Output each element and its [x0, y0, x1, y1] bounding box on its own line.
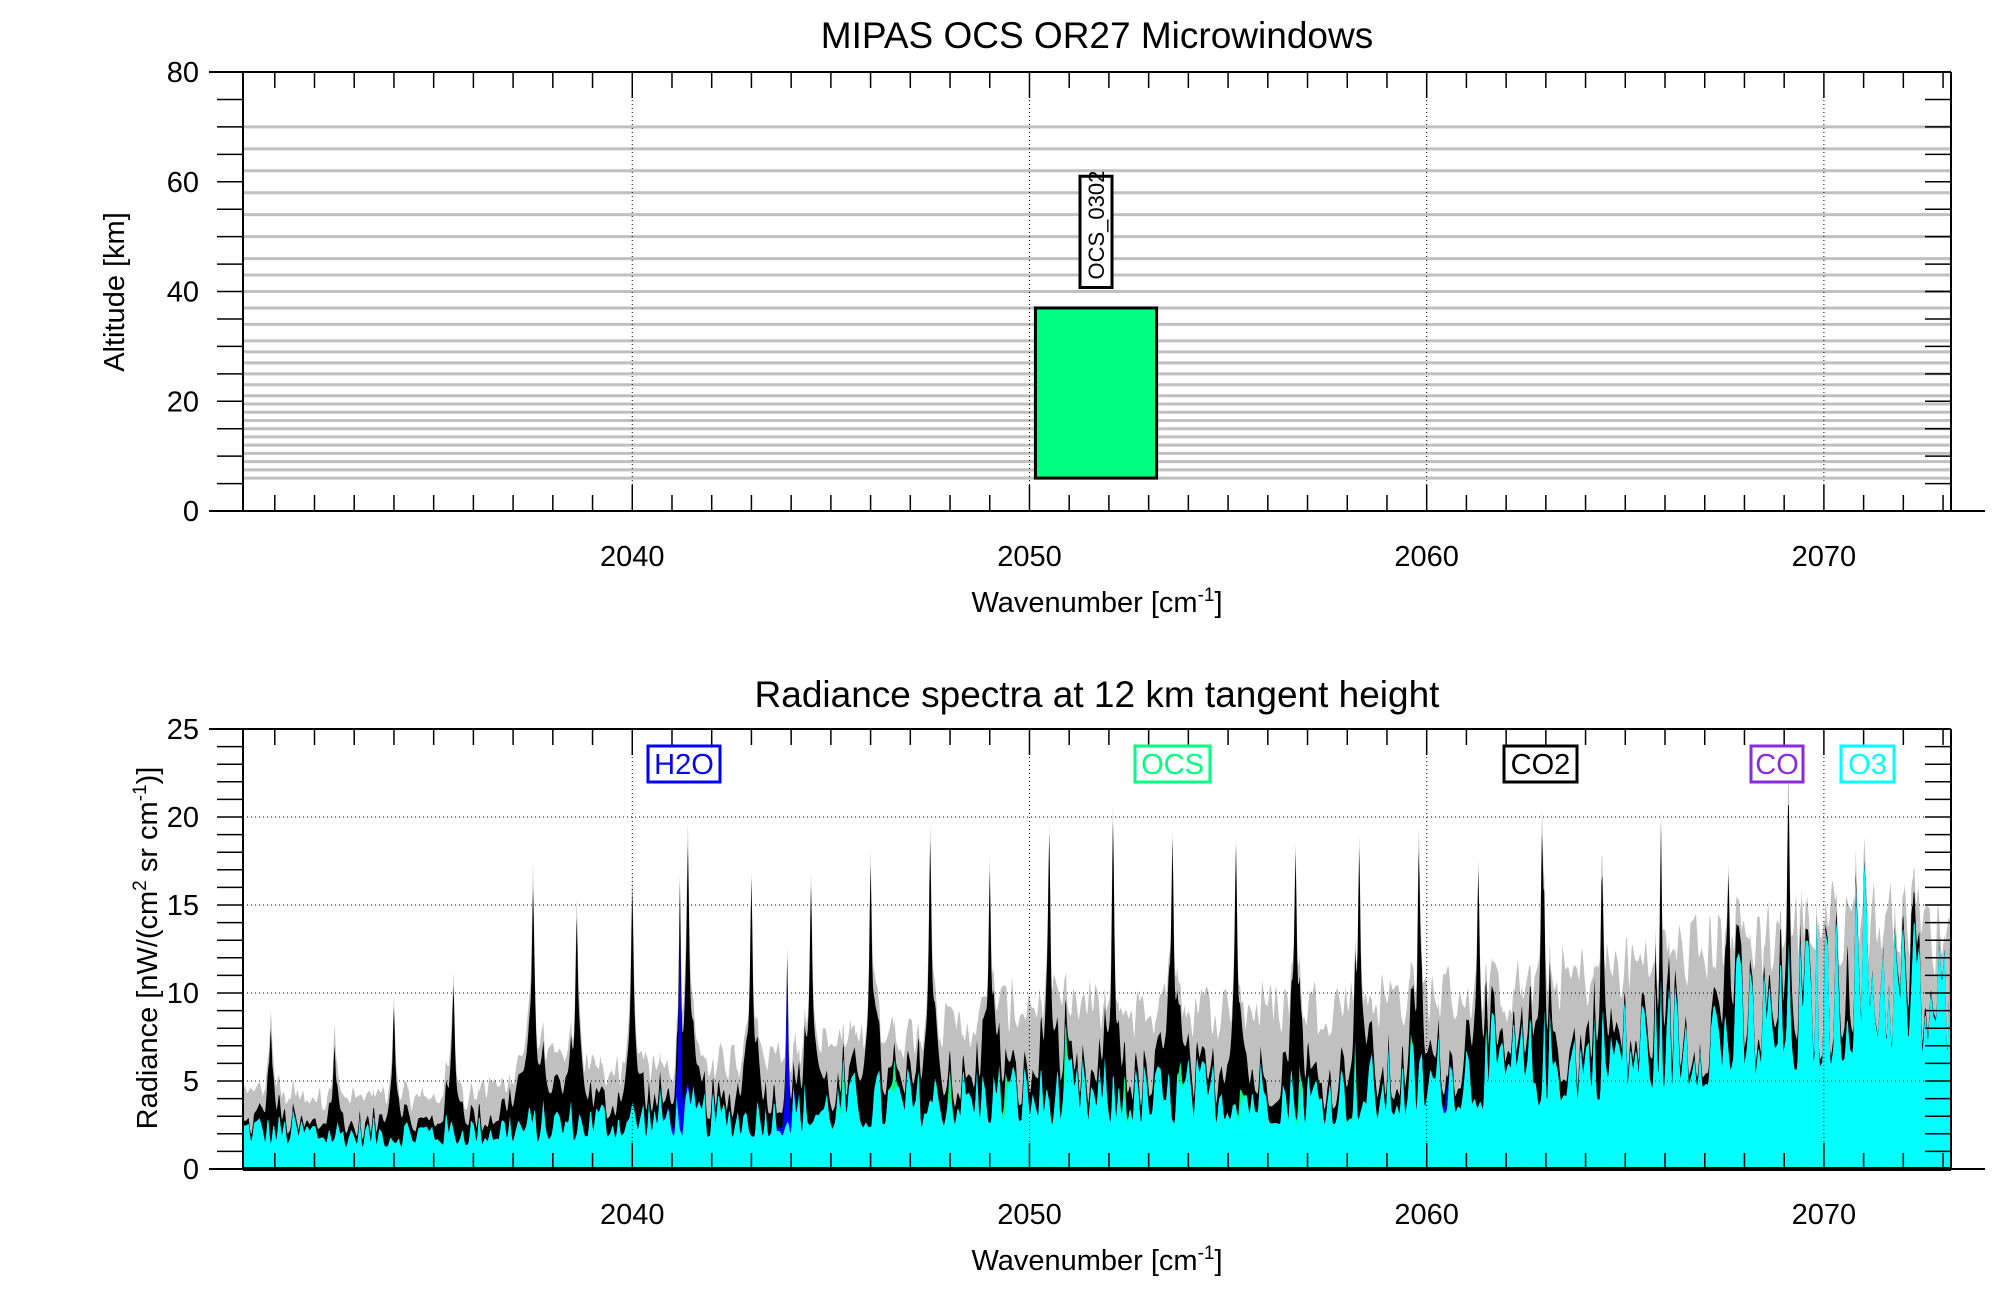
x-axis-label: Wavenumber [cm-1]: [971, 1243, 1222, 1277]
y-tick-label: 80: [167, 57, 199, 89]
y-tick-label: 5: [183, 1066, 199, 1098]
x-tick-label: 2060: [1394, 541, 1459, 573]
plot-title: MIPAS OCS OR27 Microwindows: [821, 15, 1373, 56]
x-tick-label: 2050: [997, 541, 1062, 573]
y-tick-label: 15: [167, 890, 199, 922]
microwindow-box: [1033, 306, 1159, 480]
x-tick-label: 2060: [1394, 1199, 1459, 1231]
x-tick-label: 2050: [997, 1199, 1062, 1231]
legend-label-o3: O3: [1848, 749, 1887, 781]
microwindow-plot: MIPAS OCS OR27 Microwindows Altitude [km…: [99, 15, 1985, 619]
microwindow-label: OCS_0302: [1084, 171, 1109, 280]
y-axis-label: Radiance [nW/(cm2 sr cm-1)]: [130, 767, 164, 1130]
y-tick-label: 0: [183, 496, 199, 528]
y-tick-label: 20: [167, 802, 199, 834]
legend-box-co2: [1502, 744, 1579, 784]
x-tick-label: 2040: [600, 1199, 665, 1231]
legend-label-co: CO: [1755, 749, 1799, 781]
x-tick-label: 2070: [1792, 1199, 1857, 1231]
y-tick-label: 0: [183, 1154, 199, 1186]
x-tick-label: 2040: [600, 541, 665, 573]
legend-box-h2o: [646, 744, 722, 784]
y-tick-label: 25: [167, 714, 199, 746]
y-axis-label: Altitude [km]: [99, 212, 131, 372]
x-tick-label: 2070: [1792, 541, 1857, 573]
o3-radiance-area: [243, 864, 1951, 1169]
legend-label-h2o: H2O: [654, 749, 714, 781]
y-tick-label: 10: [167, 978, 199, 1010]
y-tick-label: 60: [167, 167, 199, 199]
legend-box-o3: [1839, 744, 1896, 784]
legend-label-ocs: OCS: [1141, 749, 1204, 781]
y-tick-label: 20: [167, 386, 199, 418]
radiance-plot: Radiance spectra at 12 km tangent height…: [130, 674, 1985, 1277]
plot-title: Radiance spectra at 12 km tangent height: [755, 674, 1441, 715]
legend-box-ocs: [1133, 744, 1212, 784]
legend-box-co: [1749, 744, 1805, 784]
x-axis-label: Wavenumber [cm-1]: [971, 585, 1222, 619]
y-tick-label: 40: [167, 277, 199, 309]
microwindow-label-box: [1078, 174, 1114, 289]
legend-label-co2: CO2: [1511, 749, 1571, 781]
